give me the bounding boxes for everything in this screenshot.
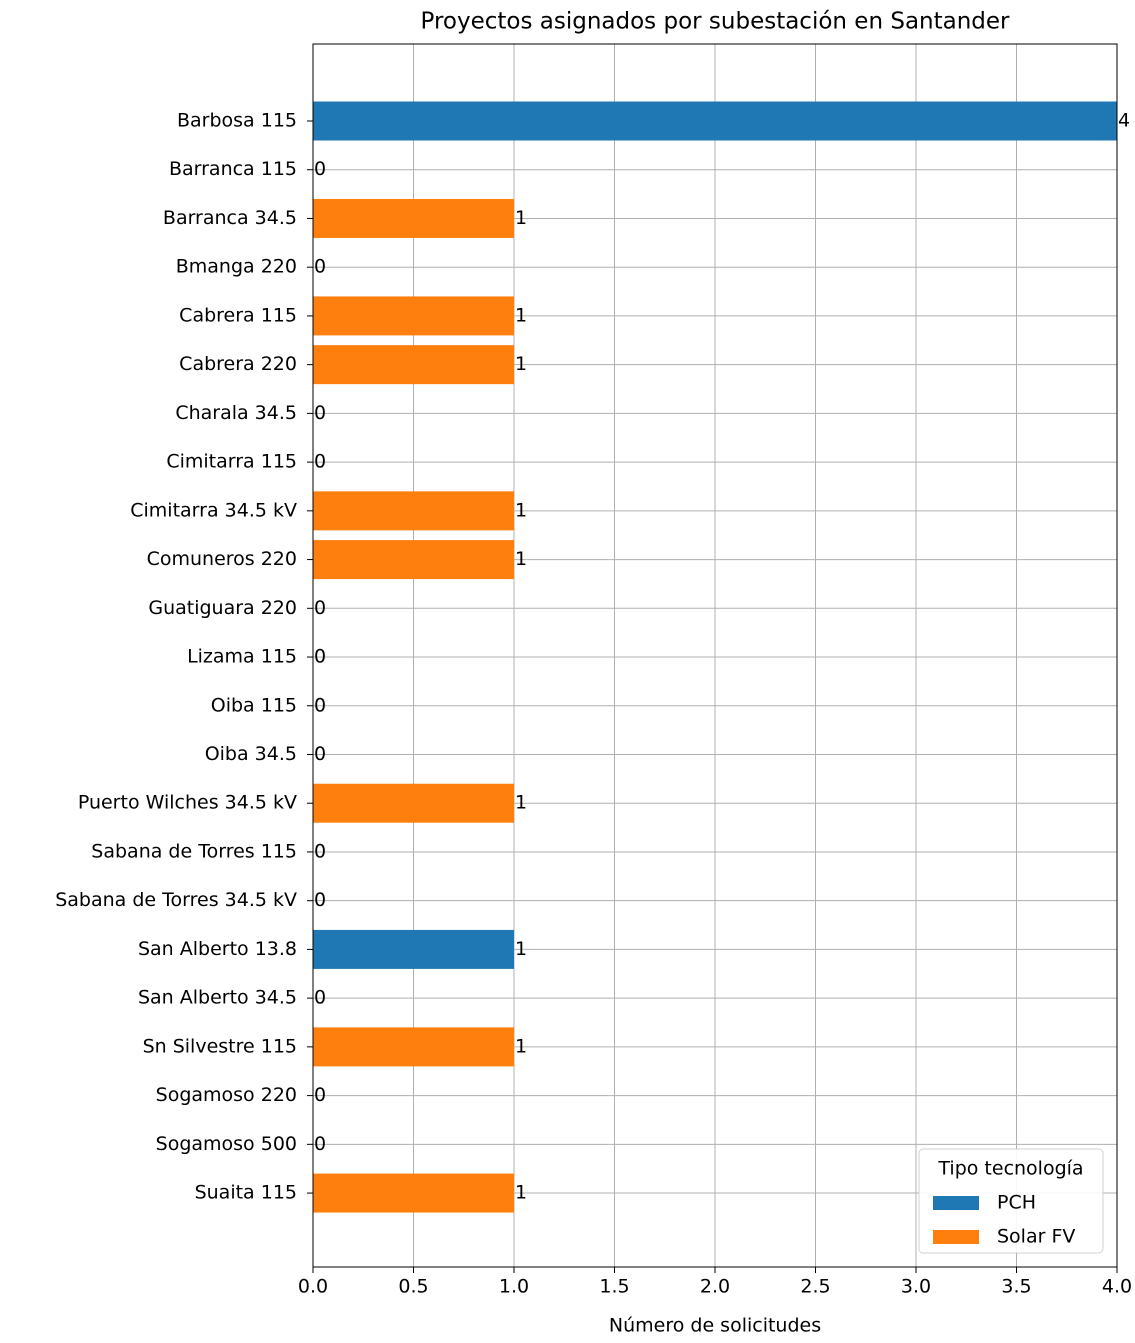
y-tick-label: Barranca 34.5 <box>163 207 297 229</box>
data-label: 1 <box>515 1035 527 1057</box>
y-tick-label: Barranca 115 <box>169 158 297 180</box>
x-tick-label: 3.5 <box>1001 1276 1031 1298</box>
x-tick-label: 3.0 <box>901 1276 931 1298</box>
y-tick-label: Sogamoso 220 <box>156 1084 297 1106</box>
bar <box>313 296 514 336</box>
chart-title: Proyectos asignados por subestación en S… <box>420 9 1010 35</box>
x-tick-label: 1.0 <box>499 1276 529 1298</box>
data-label: 0 <box>314 743 326 765</box>
data-label: 0 <box>314 1133 326 1155</box>
y-tick-label: Cimitarra 34.5 kV <box>130 499 297 521</box>
y-tick-label: Barbosa 115 <box>177 110 297 132</box>
data-label: 1 <box>515 792 527 814</box>
y-tick-label: Oiba 34.5 <box>205 743 297 765</box>
y-tick-label: Cimitarra 115 <box>166 451 297 473</box>
legend-title: Tipo tecnología <box>937 1158 1083 1180</box>
data-label: 0 <box>314 158 326 180</box>
data-label: 1 <box>515 304 527 326</box>
data-label: 0 <box>314 840 326 862</box>
data-label: 4 <box>1118 110 1130 132</box>
y-tick-label: Sogamoso 500 <box>156 1133 297 1155</box>
y-tick-label: Oiba 115 <box>211 694 297 716</box>
y-tick-label: Comuneros 220 <box>147 548 297 570</box>
data-label: 1 <box>515 1182 527 1204</box>
legend-swatch <box>933 1196 979 1210</box>
data-label: 1 <box>515 499 527 521</box>
legend-label: Solar FV <box>997 1226 1075 1248</box>
x-tick-label: 2.5 <box>800 1276 830 1298</box>
legend-swatch <box>933 1230 979 1244</box>
legend-box <box>918 1148 1104 1254</box>
x-axis-label: Número de solicitudes <box>609 1315 821 1337</box>
y-tick-label: Lizama 115 <box>187 646 297 668</box>
x-tick-label: 0.0 <box>298 1276 328 1298</box>
y-tick-label: Puerto Wilches 34.5 kV <box>78 792 297 814</box>
bar <box>313 345 514 385</box>
y-tick-label: Sabana de Torres 115 <box>91 840 297 862</box>
y-tick-label: San Alberto 34.5 <box>138 987 297 1009</box>
bar <box>313 540 514 580</box>
data-label: 0 <box>314 889 326 911</box>
data-label: 1 <box>515 353 527 375</box>
x-tick-label: 2.0 <box>700 1276 730 1298</box>
bar <box>313 783 514 823</box>
y-tick-label: Cabrera 220 <box>179 353 297 375</box>
bar <box>313 1027 514 1067</box>
plot-frame <box>312 43 1118 1268</box>
data-label: 0 <box>314 694 326 716</box>
bar <box>313 1173 514 1213</box>
data-label: 0 <box>314 402 326 424</box>
data-label: 1 <box>515 207 527 229</box>
x-tick-label: 0.5 <box>398 1276 428 1298</box>
y-tick-label: Cabrera 115 <box>179 304 297 326</box>
legend-label: PCH <box>997 1192 1036 1214</box>
y-tick-label: Sabana de Torres 34.5 kV <box>55 889 297 911</box>
bar <box>313 491 514 531</box>
y-tick-label: San Alberto 13.8 <box>138 938 297 960</box>
y-tick-label: Bmanga 220 <box>176 256 297 278</box>
data-label: 0 <box>314 597 326 619</box>
x-tick-label: 1.5 <box>599 1276 629 1298</box>
bar <box>313 101 1117 141</box>
data-label: 1 <box>515 938 527 960</box>
data-label: 0 <box>314 451 326 473</box>
data-label: 0 <box>314 987 326 1009</box>
y-tick-label: Charala 34.5 <box>175 402 297 424</box>
data-label: 1 <box>515 548 527 570</box>
data-label: 0 <box>314 256 326 278</box>
bar <box>313 198 514 238</box>
data-label: 0 <box>314 1084 326 1106</box>
x-tick-label: 4.0 <box>1102 1276 1132 1298</box>
y-tick-label: Guatiguara 220 <box>148 597 297 619</box>
y-tick-label: Sn Silvestre 115 <box>143 1035 297 1057</box>
y-tick-label: Suaita 115 <box>195 1182 297 1204</box>
bar <box>313 929 514 969</box>
data-label: 0 <box>314 646 326 668</box>
